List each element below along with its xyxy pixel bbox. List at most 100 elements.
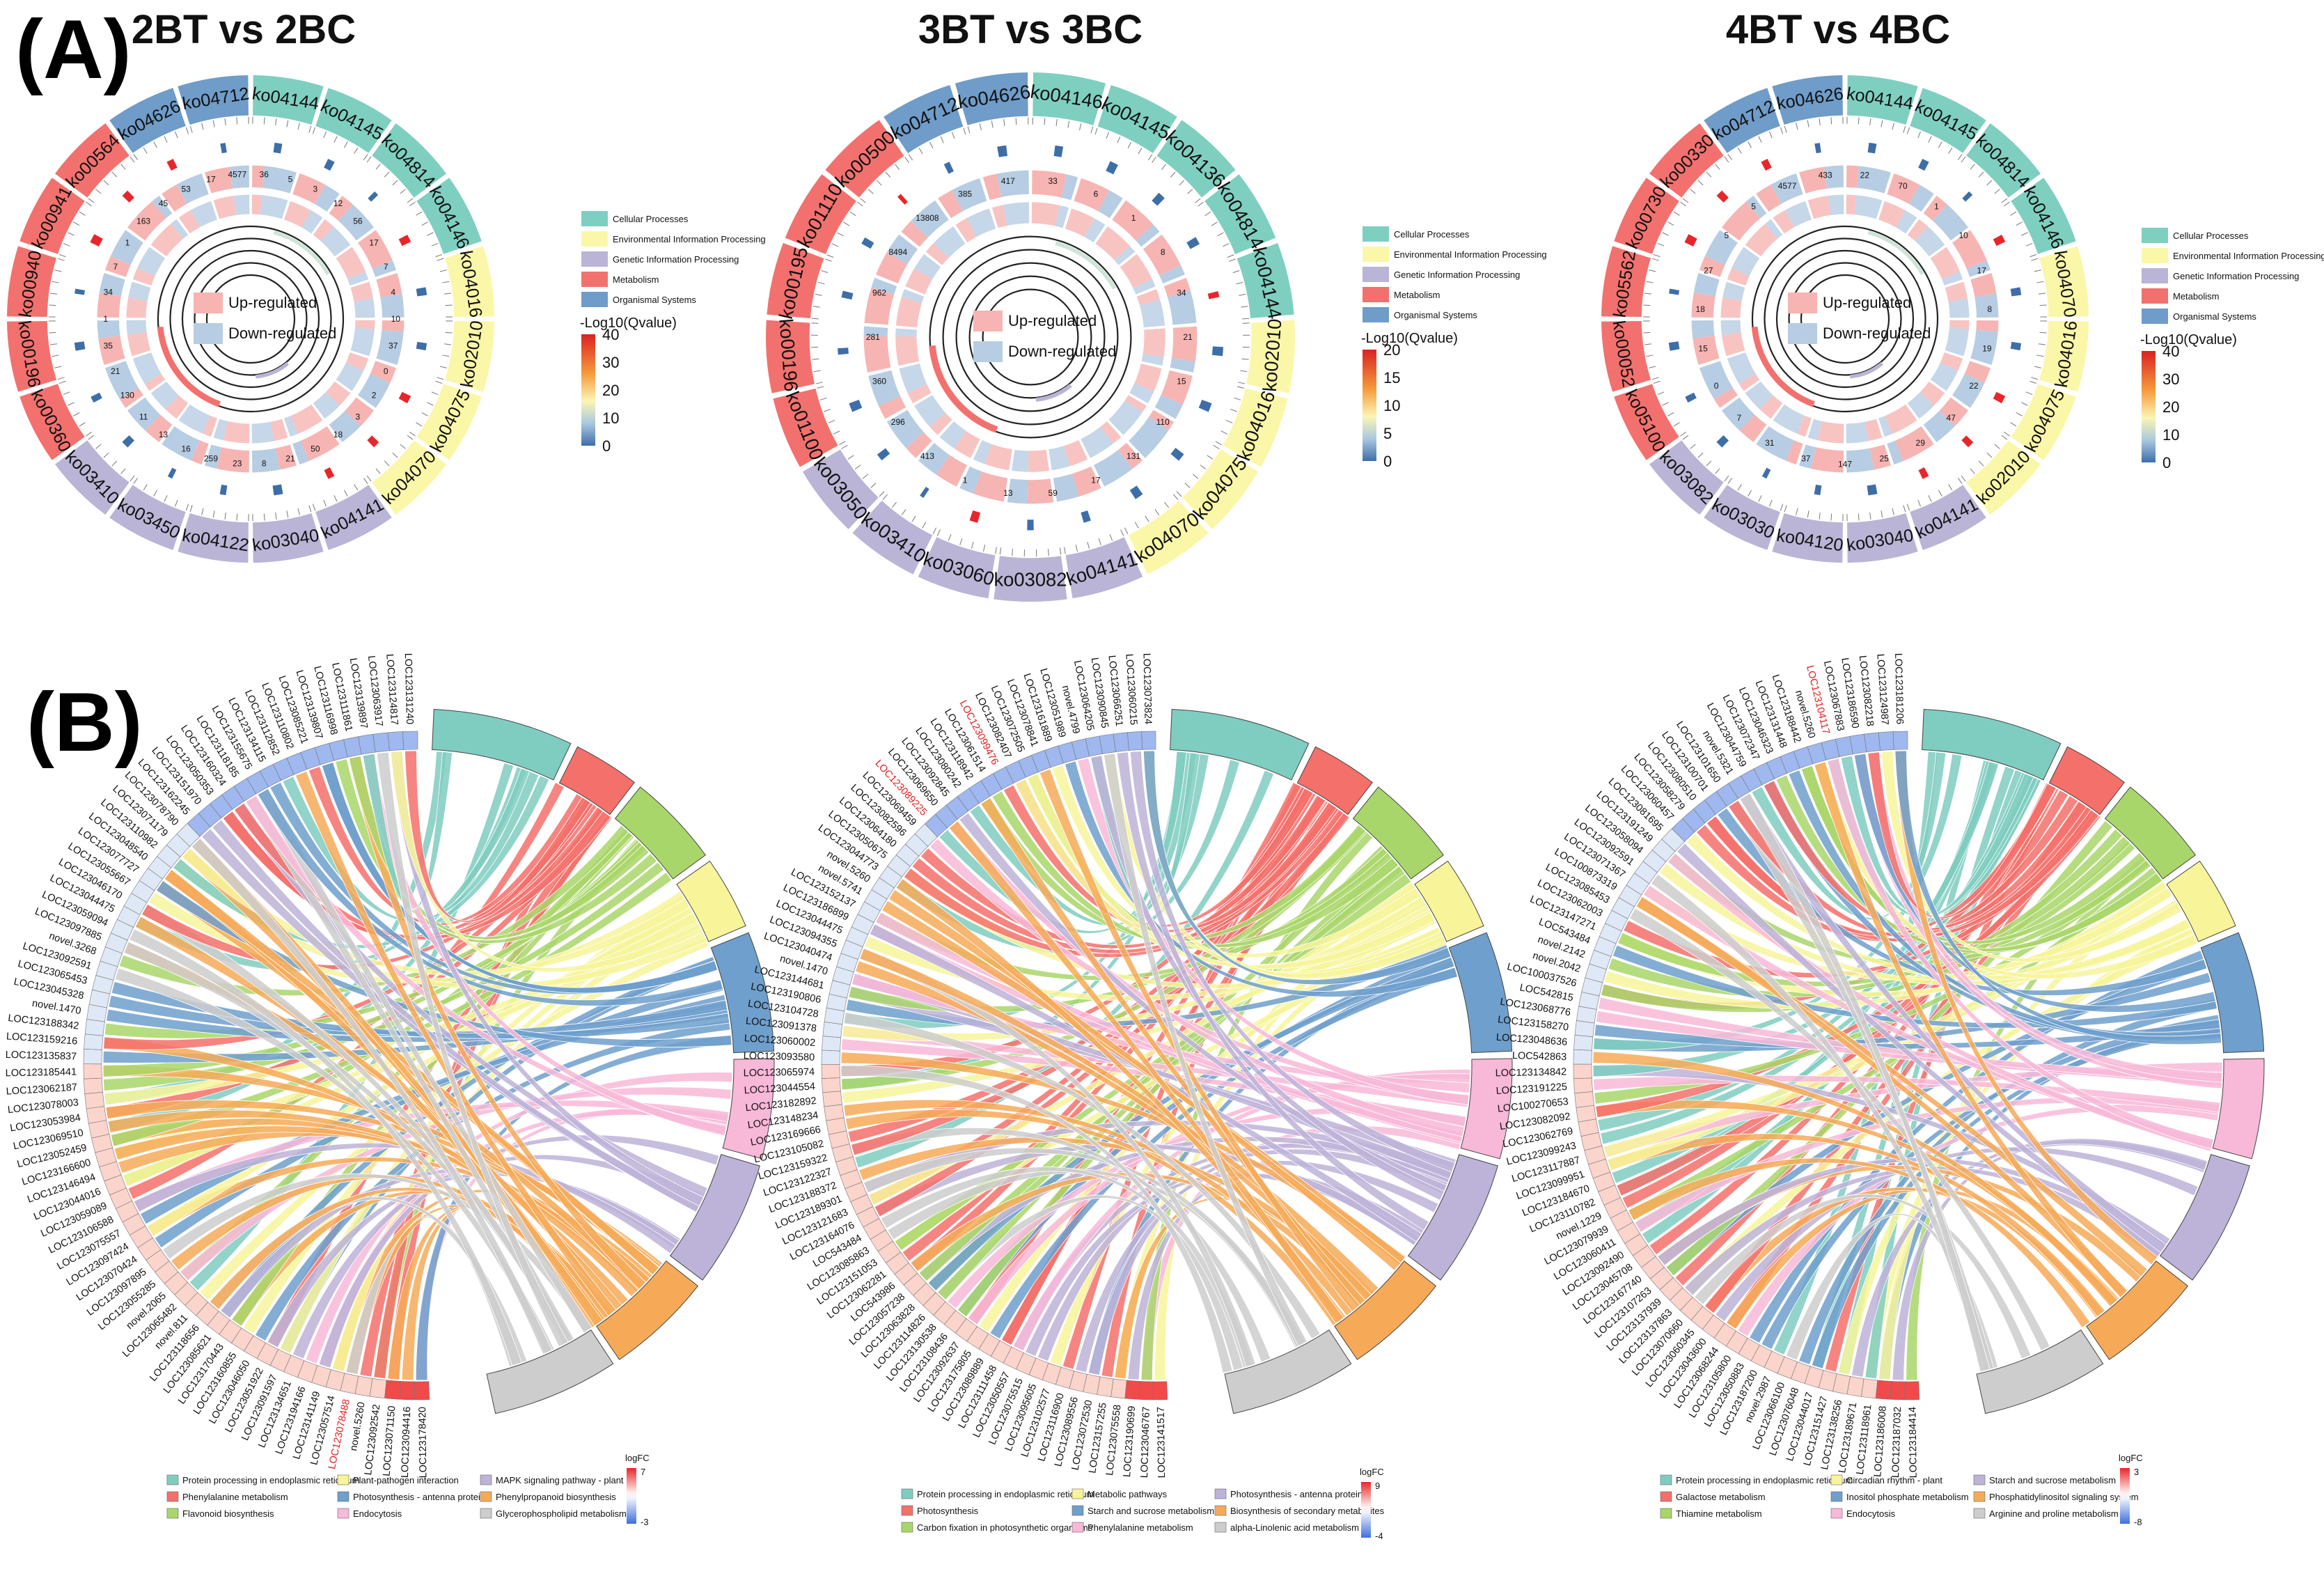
grid-circle	[1788, 262, 1902, 376]
ratio-down-arc	[150, 381, 179, 409]
bar-value-label: 45	[159, 198, 168, 208]
up-regulated-arc	[1721, 201, 1761, 241]
up-regulated-arc	[119, 387, 143, 408]
bar-value-label: 33	[1048, 176, 1058, 186]
up-regulated-arc	[1699, 256, 1725, 277]
ratio-up-arc	[251, 194, 262, 215]
ratio-down-arc	[966, 208, 996, 237]
axis-tick	[867, 189, 874, 194]
gene-count-marker	[1716, 190, 1729, 203]
axis-tick	[2001, 198, 2008, 203]
axis-tick	[323, 499, 327, 507]
gene-box	[384, 1380, 401, 1400]
gene-count-marker	[90, 234, 103, 247]
gene-label: LOC123094416	[400, 1407, 413, 1479]
gene-box	[1574, 1091, 1594, 1108]
pathway-block	[2159, 1154, 2250, 1281]
bar-value-label: 385	[958, 189, 972, 198]
axis-tick	[2036, 281, 2044, 283]
gene-box	[822, 1091, 842, 1107]
chord-link	[936, 1194, 1243, 1371]
chord-link	[1840, 755, 2034, 917]
axis-tick	[201, 123, 204, 130]
axis-tick	[2010, 211, 2017, 216]
axis-tick	[58, 380, 66, 384]
pathway-label: Phosphatidylinositol signaling system	[1989, 1492, 2139, 1502]
class-swatch	[581, 231, 608, 247]
gene-box	[1127, 731, 1143, 751]
axis-tick	[1094, 127, 1098, 135]
ratio-down-arc	[1828, 194, 1844, 215]
down-regulated-arc	[1932, 204, 1969, 241]
segment-ko04146	[1033, 72, 1106, 125]
axis-tick	[120, 164, 126, 170]
axis-tick	[936, 529, 941, 536]
ratio-up-arc	[1028, 449, 1049, 472]
gene-box	[83, 1063, 102, 1079]
gene-box	[821, 1050, 840, 1065]
pathway-swatch	[1214, 1522, 1227, 1533]
axis-tick	[1690, 189, 1696, 194]
gene-label: LOC123073824	[1140, 653, 1153, 725]
ratio-down-arc	[251, 421, 274, 444]
ratio-up-arc	[132, 267, 155, 286]
bar-value-label: 5	[1725, 231, 1729, 240]
chord-link	[245, 795, 574, 1344]
bar-value-label: 13	[1003, 488, 1013, 498]
axis-tick	[2031, 377, 2039, 380]
segment-ko04814	[372, 123, 446, 198]
up-regulated-arc	[1691, 292, 1715, 318]
grid-circle	[942, 249, 1119, 426]
segment-ko04075	[2011, 384, 2076, 460]
axis-tick	[2016, 221, 2023, 226]
gene-count-marker	[1129, 485, 1143, 499]
down-regulated-arc	[1098, 190, 1123, 219]
ratio-up-arc	[1720, 297, 1742, 318]
axis-tick	[2021, 402, 2028, 406]
gene-box	[1875, 1380, 1892, 1400]
bar-value-label: 17	[1977, 265, 1987, 275]
ratio-down-arc	[1720, 320, 1741, 335]
axis-tick	[312, 504, 316, 511]
gene-box	[1849, 733, 1867, 755]
gene-count-marker	[1814, 484, 1822, 496]
axis-tick	[1697, 180, 1704, 186]
axis-tick	[50, 343, 58, 345]
bar-value-label: 50	[311, 444, 320, 453]
gene-count-marker	[1761, 467, 1771, 479]
up-regulated-arc	[1756, 184, 1782, 212]
up-regulated-arc	[879, 396, 906, 419]
segment-label: ko03082	[994, 569, 1067, 591]
pathway-label: Phenylalanine metabolism	[182, 1492, 288, 1502]
down-regulated-arc	[886, 409, 924, 448]
axis-tick	[2010, 422, 2017, 427]
class-label: Genetic Information Processing	[1394, 270, 1520, 280]
axis-tick	[443, 343, 451, 345]
up-regulated-arc	[1171, 326, 1198, 362]
pathway-block	[2048, 746, 2125, 816]
ratio-up-arc	[350, 281, 374, 302]
axis-tick	[427, 232, 434, 236]
ratio-down-arc	[973, 439, 992, 465]
class-swatch	[2142, 268, 2168, 283]
axis-tick	[1120, 529, 1124, 536]
axis-tick	[133, 154, 139, 160]
axis-tick	[400, 444, 406, 449]
axis-tick	[1213, 444, 1220, 449]
pathway-swatch	[1071, 1505, 1084, 1516]
segment-ko05562	[1601, 246, 1651, 317]
axis-tick	[1917, 499, 1922, 507]
gene-count-marker	[969, 510, 981, 523]
gene-count-marker	[74, 341, 86, 351]
gene-box	[1904, 1381, 1920, 1401]
pathway-swatch	[337, 1508, 350, 1519]
pathway-label: Inositol phosphate metabolism	[1846, 1492, 1969, 1502]
axis-tick	[2029, 253, 2037, 258]
pathway-label: alpha-Linolenic acid metabolism	[1230, 1522, 1359, 1533]
axis-tick	[1768, 131, 1773, 139]
gene-count-marker	[167, 467, 177, 479]
axis-tick	[1961, 156, 1966, 163]
class-label: Organismal Systems	[2173, 311, 2256, 322]
axis-tick	[95, 444, 102, 449]
axis-tick	[1819, 512, 1821, 520]
